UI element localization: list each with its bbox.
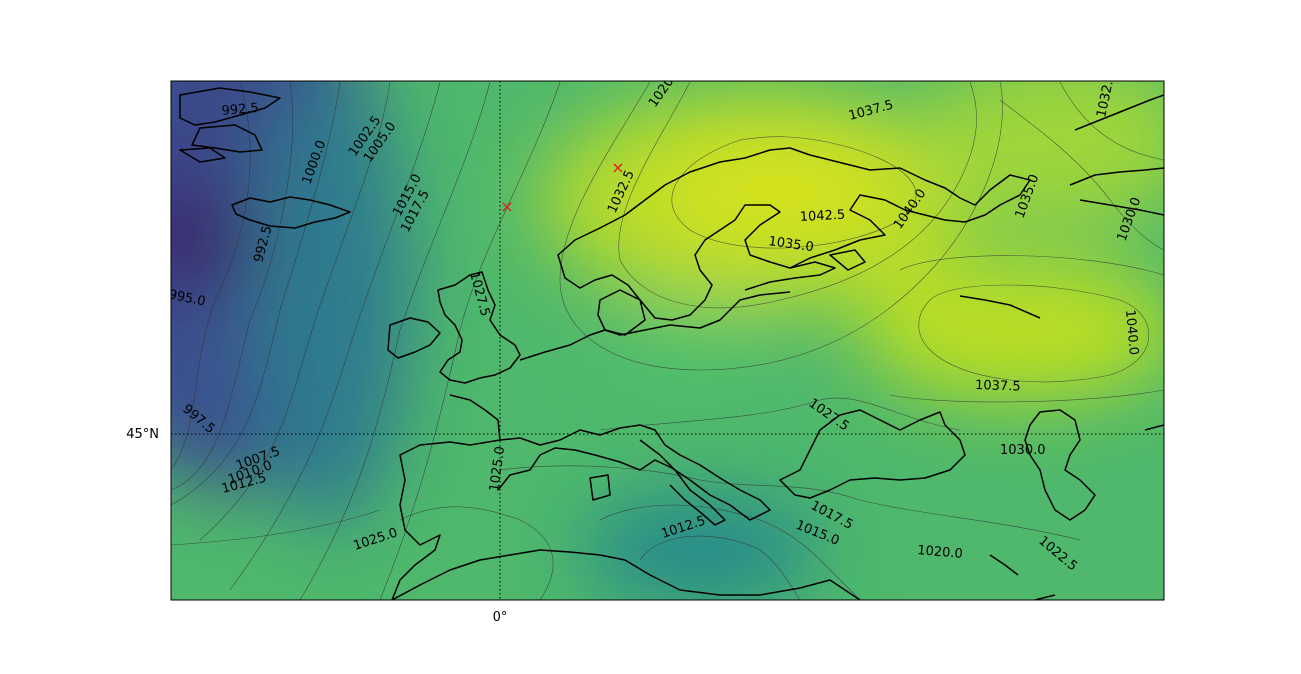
meridian-label: 0°	[493, 610, 508, 625]
parallel-label: 45°N	[126, 427, 159, 442]
contour-label: 1037.5	[975, 378, 1021, 395]
marker-1: ×	[611, 158, 624, 177]
isobars	[171, 81, 1164, 600]
pressure-field: × × 992.5 1002.5 1005.0 1000.0 1015.0 10…	[167, 81, 1164, 600]
coastlines	[179, 87, 1164, 600]
markers: × ×	[500, 158, 624, 216]
contour-label: 995.0	[167, 287, 207, 309]
marker-2: ×	[500, 197, 513, 216]
contour-label: 1035.0	[767, 234, 814, 255]
contour-label: 1020.0	[917, 543, 964, 562]
contour-label: 1040.0	[1122, 309, 1141, 356]
map-frame	[170, 80, 1165, 601]
contour-label: 1025.0	[487, 445, 508, 492]
contour-label: 992.5	[221, 101, 259, 119]
contour-label: 1042.5	[799, 208, 845, 225]
contour-label: 1030.0	[1000, 443, 1046, 458]
